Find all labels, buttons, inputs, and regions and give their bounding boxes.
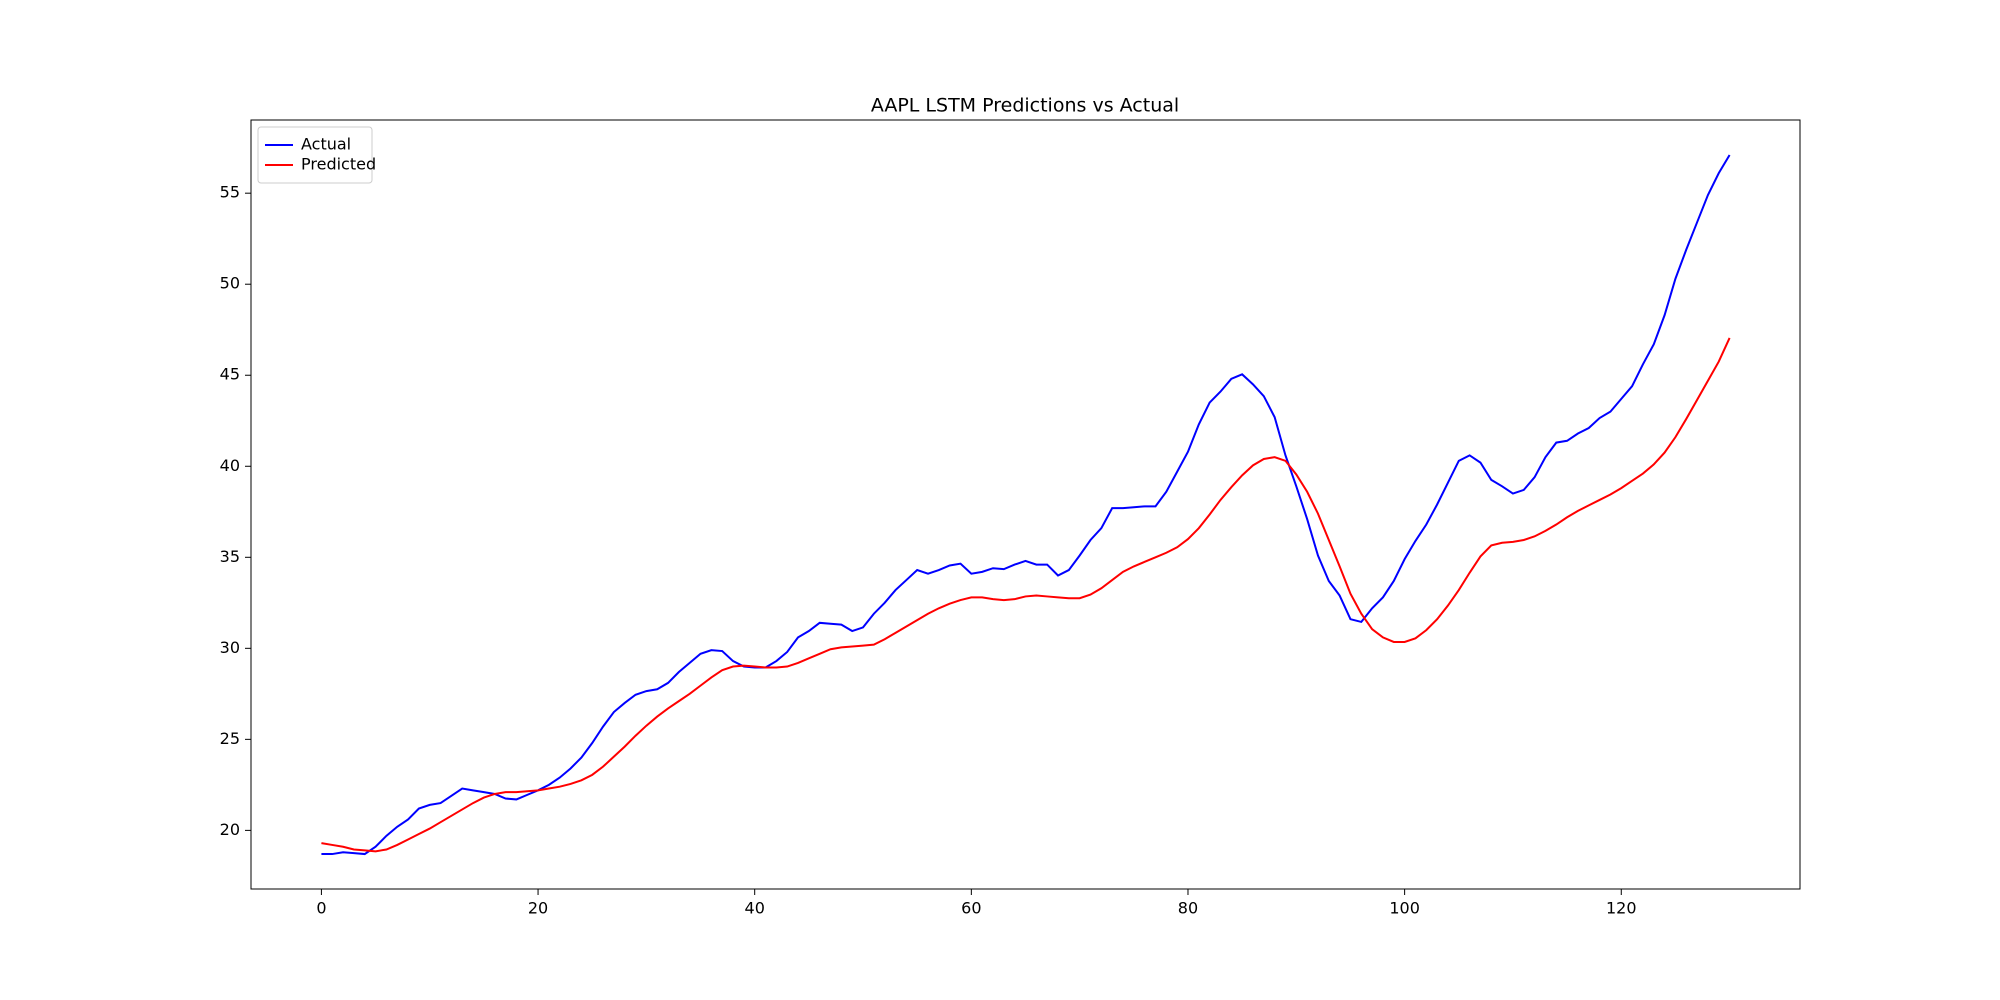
y-tick-label: 25 (220, 729, 240, 748)
x-tick-label: 20 (528, 899, 548, 918)
y-tick-label: 40 (220, 456, 240, 475)
legend-label: Predicted (301, 155, 376, 174)
y-tick-label: 45 (220, 365, 240, 384)
chart-title: AAPL LSTM Predictions vs Actual (871, 95, 1179, 117)
y-tick-label: 20 (220, 820, 240, 839)
x-tick-label: 0 (316, 899, 326, 918)
y-tick-label: 35 (220, 547, 240, 566)
plot-frame (250, 119, 1801, 890)
data-line (321, 154, 1731, 856)
y-tick-label: 30 (220, 638, 240, 657)
x-tick-label: 80 (1178, 899, 1198, 918)
y-tick-label: 55 (220, 183, 240, 202)
legend-box (257, 126, 373, 184)
x-tick-label: 60 (961, 899, 981, 918)
legend-label: Actual (301, 135, 351, 154)
data-line (321, 337, 1731, 853)
x-tick-label: 120 (1606, 899, 1637, 918)
y-tick-label: 50 (220, 274, 240, 293)
x-tick-label: 100 (1389, 899, 1420, 918)
x-tick-label: 40 (745, 899, 765, 918)
